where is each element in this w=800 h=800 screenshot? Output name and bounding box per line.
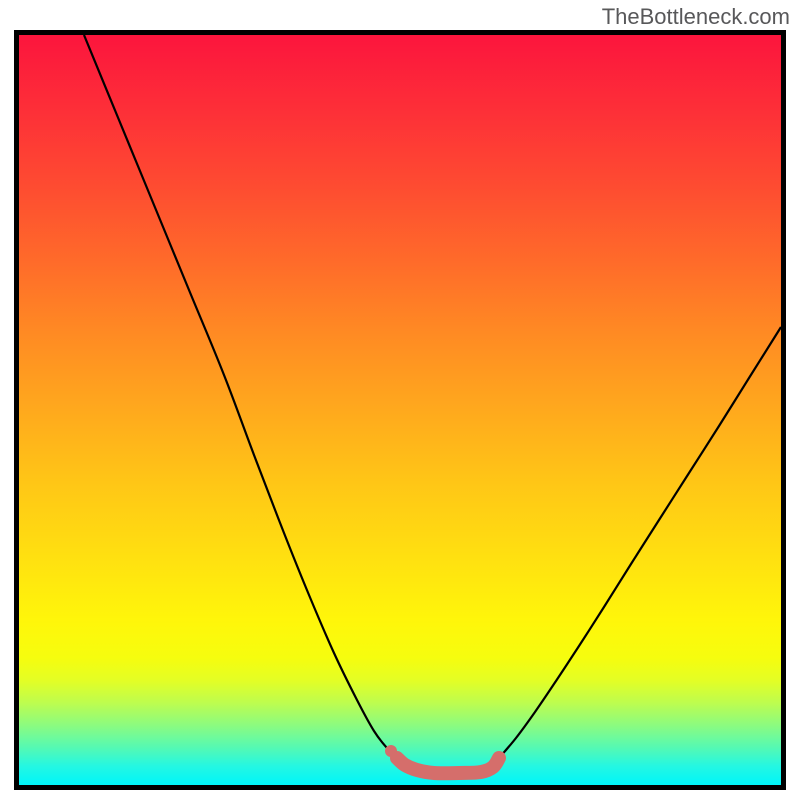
bottom-band-path xyxy=(397,758,499,773)
bottom-band-dot xyxy=(385,745,397,757)
right-curve-path xyxy=(499,327,781,758)
curve-overlay xyxy=(19,35,781,785)
watermark-text: TheBottleneck.com xyxy=(602,4,790,30)
left-curve-path xyxy=(84,35,397,758)
chart-plot-area xyxy=(14,30,786,790)
